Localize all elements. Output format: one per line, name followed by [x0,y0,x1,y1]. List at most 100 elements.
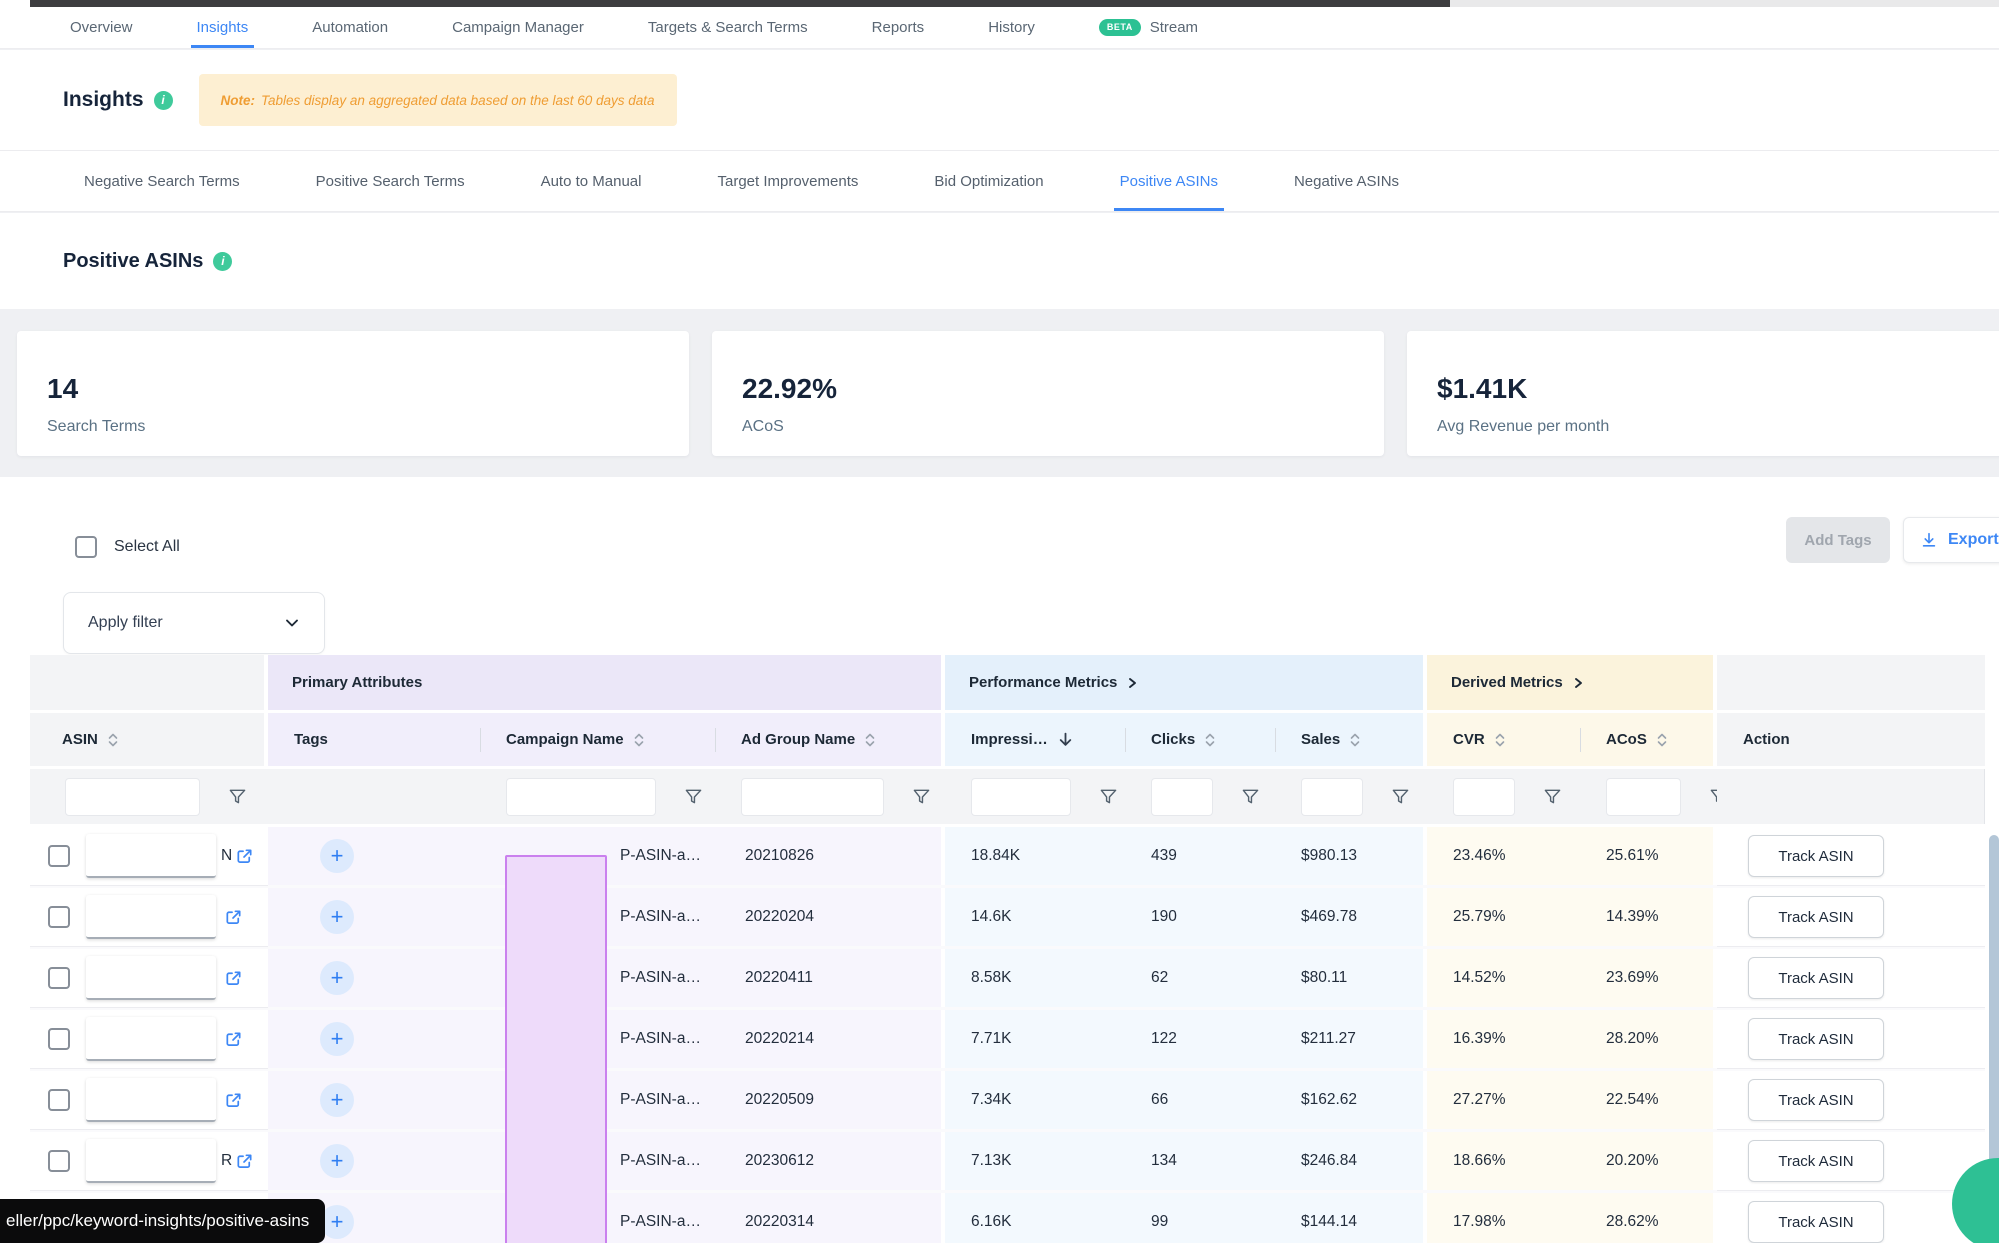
nav-item-reports[interactable]: Reports [871,19,925,36]
filter-funnel-icon[interactable] [1391,787,1410,806]
note-label: Note: [220,92,256,108]
column-header-ad-group-name[interactable]: Ad Group Name [715,713,945,766]
asin-filter-input[interactable] [65,777,200,816]
filter-cell-campaign [480,769,715,824]
group-derived-metrics[interactable]: Derived Metrics [1427,655,1717,710]
sales-cell: $211.27 [1275,1010,1427,1068]
stat-label: Search Terms [47,418,146,435]
track-asin-button[interactable]: Track ASIN [1748,835,1884,877]
clicks-cell: 99 [1125,1193,1275,1243]
nav-item-history[interactable]: History [988,19,1035,36]
sales-filter-input[interactable] [1301,777,1363,816]
impressions-filter-input[interactable] [971,777,1071,816]
tab-auto-to-manual[interactable]: Auto to Manual [540,172,642,190]
add-tag-button[interactable]: + [320,1205,354,1239]
external-link-icon[interactable] [224,1091,243,1110]
nav-item-stream[interactable]: BETA Stream [1093,7,1204,48]
asin-cell [30,949,268,1007]
group-action-blank [1717,655,1985,710]
track-asin-button[interactable]: Track ASIN [1748,1140,1884,1182]
column-header-campaign-name[interactable]: Campaign Name [480,713,715,766]
add-tag-button[interactable]: + [320,1022,354,1056]
add-tag-button[interactable]: + [320,1144,354,1178]
table-row: + P-ASIN-a… 20220411 8.58K 62 $80.11 14.… [30,949,1985,1010]
tags-cell: + [268,949,480,1007]
tab-bid-optimization[interactable]: Bid Optimization [934,172,1044,190]
filter-funnel-icon[interactable] [912,787,931,806]
cvr-filter-input[interactable] [1453,777,1515,816]
column-header-acos[interactable]: ACoS [1580,713,1717,766]
tab-positive-search-terms[interactable]: Positive Search Terms [315,172,465,190]
info-icon[interactable]: i [213,251,233,271]
info-icon[interactable]: i [153,90,173,110]
select-all-checkbox[interactable] [75,536,97,558]
row-checkbox[interactable] [48,906,70,928]
vertical-scrollbar[interactable] [1989,835,1999,1243]
apply-filter-dropdown[interactable]: Apply filter [63,592,325,654]
external-link-icon[interactable] [235,847,254,866]
tab-negative-asins[interactable]: Negative ASINs [1293,172,1400,190]
clicks-filter-input[interactable] [1151,777,1213,816]
row-checkbox[interactable] [48,845,70,867]
track-asin-button[interactable]: Track ASIN [1748,1018,1884,1060]
table-group-header-row: Primary Attributes Performance Metrics D… [30,655,1985,710]
column-header-action: Action [1717,713,1985,766]
filter-funnel-icon[interactable] [684,787,703,806]
campaign-filter-input[interactable] [506,777,656,816]
nav-item-targets-search-terms[interactable]: Targets & Search Terms [647,19,808,36]
nav-item-campaign-manager[interactable]: Campaign Manager [452,19,584,36]
add-tags-button[interactable]: Add Tags [1786,517,1890,563]
tab-target-improvements[interactable]: Target Improvements [717,172,859,190]
nav-item-automation[interactable]: Automation [312,19,389,36]
track-asin-button[interactable]: Track ASIN [1748,896,1884,938]
filter-funnel-icon[interactable] [1241,787,1260,806]
nav-item-insights[interactable]: Insights [190,7,255,48]
sales-cell: $246.84 [1275,1132,1427,1190]
track-asin-button[interactable]: Track ASIN [1748,1079,1884,1121]
ad-group-filter-input[interactable] [741,777,884,816]
row-checkbox[interactable] [48,1028,70,1050]
tab-positive-asins[interactable]: Positive ASINs [1113,151,1224,211]
export-button[interactable]: Export [1903,517,1999,563]
track-asin-button[interactable]: Track ASIN [1748,1201,1884,1243]
sort-icon [634,733,643,746]
group-performance-metrics[interactable]: Performance Metrics [945,655,1427,710]
row-checkbox[interactable] [48,1089,70,1111]
nav-item-overview[interactable]: Overview [70,19,133,36]
asin-cell [30,1010,268,1068]
insights-header: Insights i Note: Tables display an aggre… [0,50,1999,150]
sales-cell: $144.14 [1275,1193,1427,1243]
asin-redacted-box [86,956,216,1000]
external-link-icon[interactable] [224,1030,243,1049]
table-row: + P-ASIN-a… 20220214 7.71K 122 $211.27 1… [30,1010,1985,1071]
filter-funnel-icon[interactable] [228,787,247,806]
row-checkbox[interactable] [48,967,70,989]
sales-cell: $80.11 [1275,949,1427,1007]
filter-cell-acos [1580,769,1727,824]
add-tag-button[interactable]: + [320,900,354,934]
column-header-cvr[interactable]: CVR [1427,713,1580,766]
column-header-sales[interactable]: Sales [1275,713,1427,766]
column-header-asin[interactable]: ASIN [30,713,268,766]
filter-funnel-icon[interactable] [1543,787,1562,806]
column-header-clicks[interactable]: Clicks [1125,713,1275,766]
acos-filter-input[interactable] [1606,777,1681,816]
main-nav: Overview Insights Automation Campaign Ma… [0,7,1999,49]
stat-label: ACoS [742,418,784,435]
acos-cell: 28.62% [1580,1193,1717,1243]
add-tag-button[interactable]: + [320,1083,354,1117]
external-link-icon[interactable] [235,1152,254,1171]
track-asin-button[interactable]: Track ASIN [1748,957,1884,999]
group-primary-attributes: Primary Attributes [268,655,945,710]
tab-negative-search-terms[interactable]: Negative Search Terms [84,172,240,190]
row-checkbox[interactable] [48,1150,70,1172]
add-tag-button[interactable]: + [320,961,354,995]
external-link-icon[interactable] [224,908,243,927]
asin-cell [30,1071,268,1129]
external-link-icon[interactable] [224,969,243,988]
acos-cell: 22.54% [1580,1071,1717,1129]
add-tag-button[interactable]: + [320,839,354,873]
ad-group-cell: 20220314 [715,1193,945,1243]
column-header-impressions[interactable]: Impressi… [945,713,1125,766]
filter-funnel-icon[interactable] [1099,787,1118,806]
